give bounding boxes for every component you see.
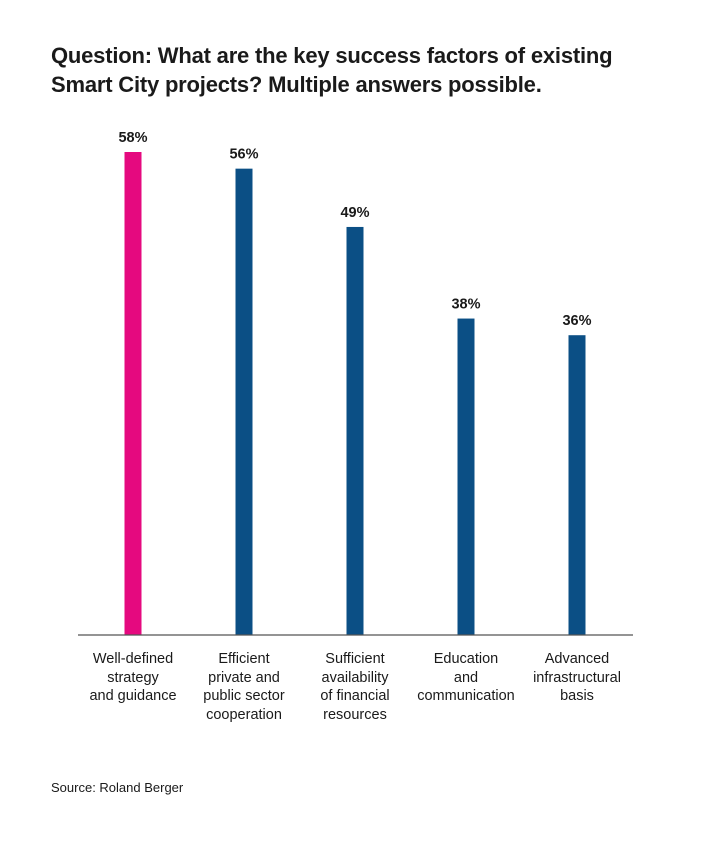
bar-3 bbox=[346, 226, 364, 635]
bar-4 bbox=[457, 318, 475, 635]
bar-2 bbox=[235, 168, 253, 636]
category-label-2: Efficient private and public sector coop… bbox=[203, 651, 285, 723]
category-label-3: Sufficient availability of financial res… bbox=[320, 651, 390, 723]
value-label-3: 49% bbox=[340, 205, 369, 221]
category-label-1: Well-defined strategy and guidance bbox=[89, 651, 177, 704]
category-label-4: Education and communication bbox=[417, 651, 515, 704]
bar-5 bbox=[568, 335, 586, 635]
value-label-5: 36% bbox=[562, 313, 591, 329]
category-label-5: Advanced infrastructural basis bbox=[533, 651, 621, 704]
chart-title: Question: What are the key success facto… bbox=[51, 43, 613, 97]
value-label-2: 56% bbox=[229, 147, 258, 163]
bar-1 bbox=[124, 152, 142, 635]
value-label-1: 58% bbox=[118, 130, 147, 146]
source-note: Source: Roland Berger bbox=[51, 780, 184, 795]
value-label-4: 38% bbox=[451, 297, 480, 313]
